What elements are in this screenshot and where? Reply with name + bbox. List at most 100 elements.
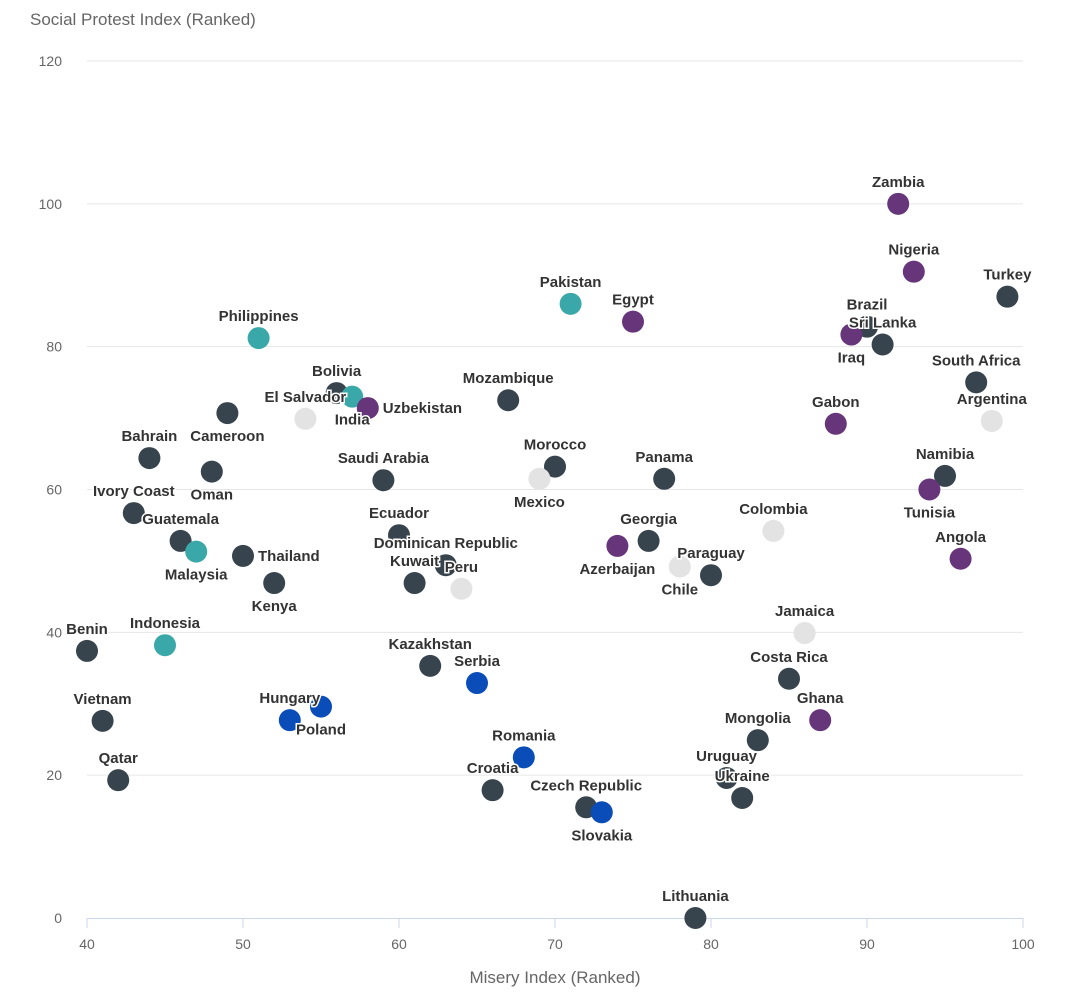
label-romania: Romania xyxy=(492,727,556,744)
point-turkey[interactable] xyxy=(996,285,1019,308)
x-tick-label: 40 xyxy=(79,936,95,952)
y-tick-label: 120 xyxy=(39,53,63,69)
point-chile[interactable] xyxy=(668,555,691,578)
point-saudi-arabia[interactable] xyxy=(372,469,395,492)
point-thailand[interactable] xyxy=(232,544,254,567)
point-costa-rica[interactable] xyxy=(778,667,800,690)
label-hungary: Hungary xyxy=(259,690,321,707)
label-ecuador: Ecuador xyxy=(369,505,429,522)
label-costa-rica: Costa Rica xyxy=(750,649,828,666)
point-georgia[interactable] xyxy=(637,529,660,552)
point-nigeria[interactable] xyxy=(902,260,925,283)
point-ghana[interactable] xyxy=(809,709,832,732)
label-indonesia: Indonesia xyxy=(130,615,201,632)
point-paraguay[interactable] xyxy=(700,564,722,587)
point-bahrain[interactable] xyxy=(138,447,161,470)
label-zambia: Zambia xyxy=(872,174,925,191)
label-panama: Panama xyxy=(635,449,693,466)
point-vietnam[interactable] xyxy=(91,709,114,732)
point-jamaica[interactable] xyxy=(793,622,816,645)
label-lithuania: Lithuania xyxy=(662,888,729,905)
point-cameroon[interactable] xyxy=(216,402,239,425)
label-oman: Oman xyxy=(191,487,234,504)
label-turkey: Turkey xyxy=(983,267,1032,284)
x-axis-title: Misery Index (Ranked) xyxy=(469,968,640,987)
point-peru[interactable] xyxy=(450,577,473,600)
label-ghana: Ghana xyxy=(797,690,844,707)
point-zambia[interactable] xyxy=(887,192,910,215)
label-mozambique: Mozambique xyxy=(463,370,554,387)
label-vietnam: Vietnam xyxy=(74,691,132,708)
point-mexico[interactable] xyxy=(528,467,551,490)
label-mongolia: Mongolia xyxy=(725,710,791,727)
x-tick-label: 50 xyxy=(235,936,251,952)
point-dominican-republic[interactable] xyxy=(434,554,457,577)
point-sri-lanka[interactable] xyxy=(871,333,894,356)
y-tick-label: 40 xyxy=(46,624,62,640)
point-kazakhstan[interactable] xyxy=(419,654,442,677)
label-czech-republic: Czech Republic xyxy=(530,777,642,794)
point-pakistan[interactable] xyxy=(559,292,582,315)
point-romania[interactable] xyxy=(512,746,535,769)
data-points xyxy=(76,192,1019,929)
label-ivory-coast: Ivory Coast xyxy=(93,483,175,500)
label-poland: Poland xyxy=(296,722,346,739)
point-morocco[interactable] xyxy=(544,455,566,478)
point-kuwait[interactable] xyxy=(403,572,426,595)
point-uzbekistan[interactable] xyxy=(356,397,379,420)
axis-ticks: 0 20 40 60 80 100 120 40 50 60 70 80 90 100 xyxy=(39,53,1035,952)
point-uruguay[interactable] xyxy=(715,767,738,790)
point-colombia[interactable] xyxy=(762,519,785,542)
point-ukraine[interactable] xyxy=(731,787,754,810)
point-azerbaijan[interactable] xyxy=(606,534,629,557)
data-labels: Bolivia Zambia Nigeria Turkey Brazil Iraq Sri … xyxy=(65,172,1034,906)
point-philippines[interactable] xyxy=(247,327,270,350)
label-benin: Benin xyxy=(66,621,108,638)
point-ecuador[interactable] xyxy=(388,524,410,547)
point-guatemala[interactable] xyxy=(169,529,192,552)
label-croatia: Croatia xyxy=(467,760,519,777)
point-serbia[interactable] xyxy=(466,672,488,695)
label-iraq: Iraq xyxy=(838,350,866,367)
x-tick-label: 100 xyxy=(1011,936,1035,952)
label-kazakhstan: Kazakhstan xyxy=(389,636,472,653)
point-tunisia[interactable] xyxy=(918,478,941,501)
point-oman[interactable] xyxy=(200,460,223,483)
point-mozambique[interactable] xyxy=(497,389,520,412)
point-poland[interactable] xyxy=(310,695,332,718)
point-south-africa[interactable] xyxy=(965,371,988,394)
label-serbia: Serbia xyxy=(454,653,501,670)
point-lithuania[interactable] xyxy=(684,907,707,929)
point-gabon[interactable] xyxy=(824,412,847,435)
point-qatar[interactable] xyxy=(107,769,130,792)
point-indonesia[interactable] xyxy=(154,634,176,657)
point-india[interactable] xyxy=(341,385,364,408)
point-angola[interactable] xyxy=(949,547,972,570)
point-iraq[interactable] xyxy=(840,323,863,346)
y-tick-label: 20 xyxy=(46,767,62,783)
point-hungary[interactable] xyxy=(278,709,301,732)
point-panama[interactable] xyxy=(653,467,676,490)
point-argentina[interactable] xyxy=(980,409,1003,432)
label-pakistan: Pakistan xyxy=(540,274,602,291)
point-el-salvador[interactable] xyxy=(294,407,317,430)
point-slovakia[interactable] xyxy=(590,801,613,824)
point-croatia[interactable] xyxy=(481,779,504,802)
label-gabon: Gabon xyxy=(812,394,860,411)
x-tick-label: 70 xyxy=(547,936,563,952)
y-tick-label: 100 xyxy=(39,196,63,212)
label-bolivia: Bolivia xyxy=(312,363,362,380)
point-kenya[interactable] xyxy=(263,572,286,595)
point-ivory-coast[interactable] xyxy=(122,502,145,525)
grid xyxy=(86,60,1024,928)
point-malaysia[interactable] xyxy=(185,540,208,563)
point-benin[interactable] xyxy=(76,639,98,662)
point-mongolia[interactable] xyxy=(746,729,769,752)
label-dominican-republic: Dominican Republic xyxy=(374,535,518,552)
point-namibia[interactable] xyxy=(934,464,956,487)
point-egypt[interactable] xyxy=(622,310,644,333)
label-colombia: Colombia xyxy=(739,501,808,518)
label-paraguay: Paraguay xyxy=(677,545,745,562)
label-chile: Chile xyxy=(661,582,698,599)
